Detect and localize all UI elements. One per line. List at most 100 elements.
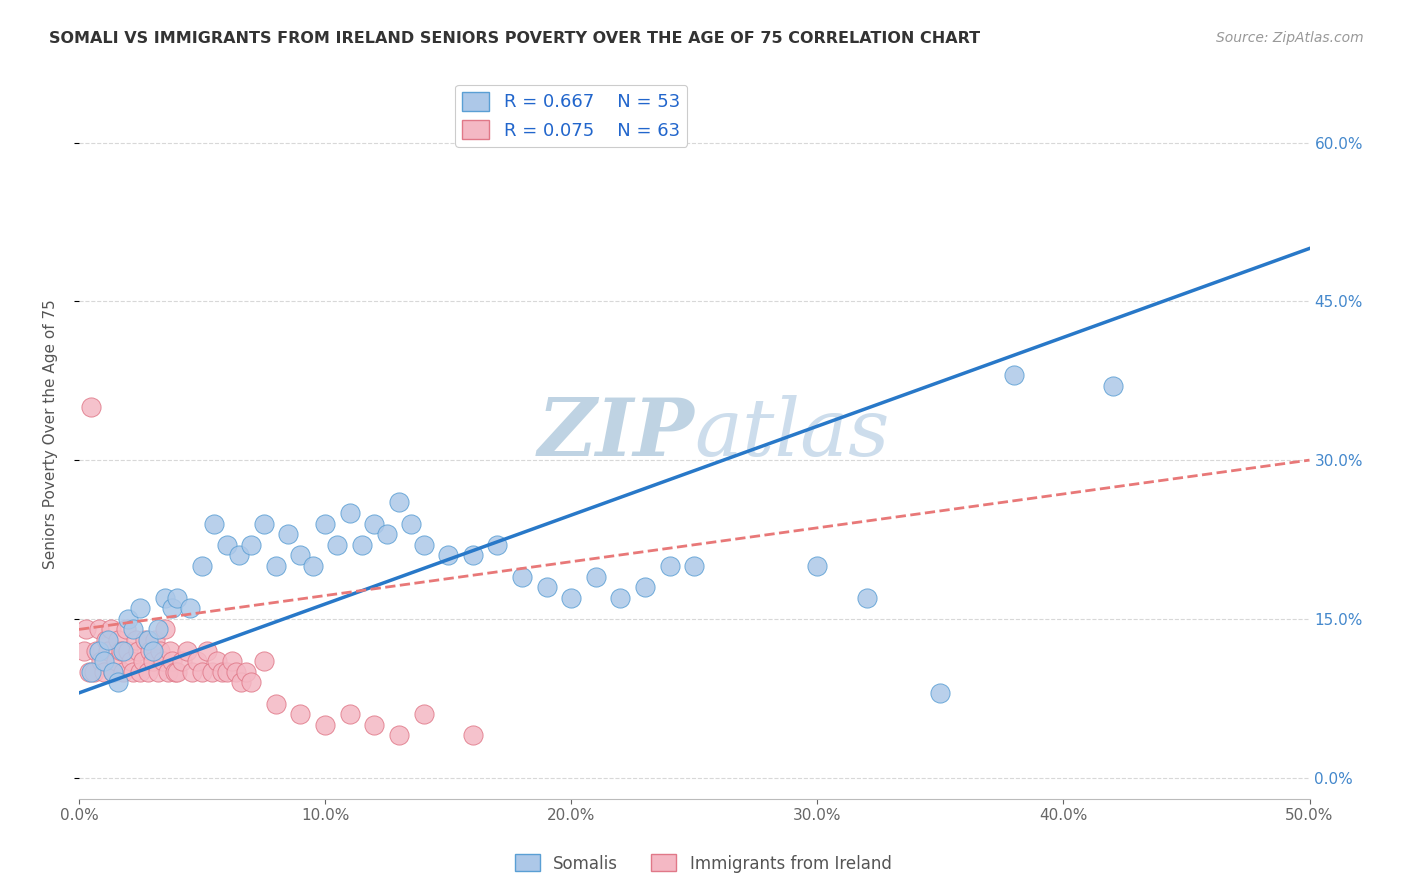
Point	[806, 558, 828, 573]
Point	[139, 643, 162, 657]
Point	[163, 665, 186, 679]
Point	[221, 654, 243, 668]
Point	[461, 549, 484, 563]
Point	[176, 643, 198, 657]
Point	[350, 538, 373, 552]
Text: Source: ZipAtlas.com: Source: ZipAtlas.com	[1216, 31, 1364, 45]
Point	[412, 538, 434, 552]
Point	[107, 633, 129, 648]
Point	[75, 623, 97, 637]
Point	[80, 665, 103, 679]
Point	[93, 654, 115, 668]
Point	[110, 643, 132, 657]
Legend: Somalis, Immigrants from Ireland: Somalis, Immigrants from Ireland	[508, 847, 898, 880]
Point	[301, 558, 323, 573]
Point	[87, 643, 110, 657]
Point	[142, 654, 165, 668]
Point	[136, 633, 159, 648]
Point	[339, 707, 361, 722]
Point	[399, 516, 422, 531]
Point	[264, 558, 287, 573]
Point	[339, 506, 361, 520]
Point	[117, 612, 139, 626]
Point	[87, 623, 110, 637]
Point	[153, 591, 176, 605]
Point	[100, 623, 122, 637]
Point	[162, 601, 184, 615]
Point	[172, 654, 194, 668]
Point	[122, 623, 145, 637]
Point	[658, 558, 681, 573]
Point	[120, 654, 142, 668]
Point	[134, 633, 156, 648]
Text: ZIP: ZIP	[537, 395, 695, 473]
Point	[225, 665, 247, 679]
Text: SOMALI VS IMMIGRANTS FROM IRELAND SENIORS POVERTY OVER THE AGE OF 75 CORRELATION: SOMALI VS IMMIGRANTS FROM IRELAND SENIOR…	[49, 31, 980, 46]
Point	[181, 665, 204, 679]
Point	[202, 516, 225, 531]
Point	[290, 707, 312, 722]
Point	[90, 654, 112, 668]
Point	[252, 654, 274, 668]
Point	[83, 665, 105, 679]
Point	[166, 591, 188, 605]
Point	[235, 665, 257, 679]
Point	[326, 538, 349, 552]
Point	[264, 697, 287, 711]
Point	[609, 591, 631, 605]
Point	[412, 707, 434, 722]
Point	[93, 665, 115, 679]
Point	[191, 558, 214, 573]
Point	[929, 686, 952, 700]
Point	[153, 623, 176, 637]
Point	[146, 665, 169, 679]
Point	[314, 717, 336, 731]
Point	[240, 538, 263, 552]
Legend: R = 0.667    N = 53, R = 0.075    N = 63: R = 0.667 N = 53, R = 0.075 N = 63	[456, 85, 688, 147]
Point	[112, 643, 135, 657]
Point	[277, 527, 299, 541]
Point	[103, 665, 125, 679]
Point	[211, 665, 233, 679]
Point	[117, 643, 139, 657]
Point	[375, 527, 398, 541]
Point	[363, 516, 385, 531]
Point	[146, 623, 169, 637]
Point	[149, 643, 172, 657]
Point	[129, 601, 152, 615]
Point	[179, 601, 201, 615]
Point	[132, 654, 155, 668]
Point	[124, 633, 146, 648]
Point	[195, 643, 218, 657]
Point	[143, 633, 166, 648]
Point	[437, 549, 460, 563]
Point	[162, 654, 184, 668]
Point	[136, 665, 159, 679]
Point	[84, 643, 107, 657]
Point	[215, 665, 238, 679]
Point	[252, 516, 274, 531]
Y-axis label: Seniors Poverty Over the Age of 75: Seniors Poverty Over the Age of 75	[44, 299, 58, 568]
Point	[159, 643, 181, 657]
Point	[97, 633, 120, 648]
Point	[112, 665, 135, 679]
Point	[166, 665, 188, 679]
Point	[97, 643, 120, 657]
Point	[1002, 368, 1025, 383]
Point	[486, 538, 509, 552]
Point	[114, 623, 136, 637]
Point	[129, 665, 152, 679]
Point	[201, 665, 224, 679]
Point	[363, 717, 385, 731]
Point	[73, 643, 96, 657]
Point	[80, 400, 103, 414]
Point	[122, 665, 145, 679]
Point	[228, 549, 250, 563]
Point	[94, 633, 117, 648]
Point	[560, 591, 582, 605]
Point	[510, 569, 533, 583]
Point	[388, 728, 411, 742]
Point	[461, 728, 484, 742]
Point	[152, 654, 174, 668]
Point	[231, 675, 253, 690]
